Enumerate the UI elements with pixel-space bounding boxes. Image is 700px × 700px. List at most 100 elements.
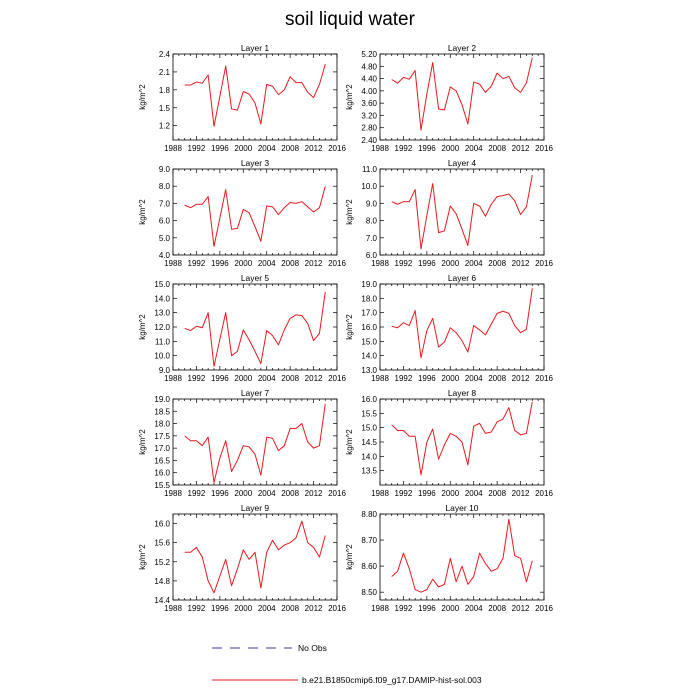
y-axis-label: kg/m^2 bbox=[138, 429, 147, 455]
x-tick-label: 2012 bbox=[305, 259, 323, 268]
y-tick-label: 19.0 bbox=[361, 280, 377, 289]
y-axis-label: kg/m^2 bbox=[138, 314, 147, 340]
y-tick-label: 9.0 bbox=[159, 366, 171, 375]
panel-layer-1: Layer 1 1988 1992 1996 2000 2004 2008 2012 2016 1… bbox=[138, 43, 346, 153]
x-tick-label: 2008 bbox=[488, 374, 506, 383]
panel-title: Layer 6 bbox=[448, 273, 477, 283]
x-tick-label: 1996 bbox=[211, 489, 229, 498]
y-tick-label: 15.5 bbox=[361, 409, 377, 418]
y-tick-label: 1.8 bbox=[159, 86, 171, 95]
x-tick-label: 2016 bbox=[535, 604, 553, 613]
x-tick-label: 1992 bbox=[395, 144, 413, 153]
y-tick-label: 3.60 bbox=[361, 99, 377, 108]
y-axis-label: kg/m^2 bbox=[345, 314, 354, 340]
series-line bbox=[184, 403, 326, 484]
x-tick-label: 1992 bbox=[188, 489, 206, 498]
y-axis-label: kg/m^2 bbox=[138, 199, 147, 225]
x-tick-label: 2004 bbox=[465, 144, 483, 153]
x-tick-label: 1988 bbox=[371, 144, 389, 153]
y-axis-label: kg/m^2 bbox=[345, 544, 354, 570]
y-tick-label: 8.0 bbox=[366, 217, 378, 226]
y-tick-label: 16.0 bbox=[154, 520, 170, 529]
x-tick-label: 2004 bbox=[465, 259, 483, 268]
x-tick-label: 2000 bbox=[441, 489, 459, 498]
x-tick-label: 1992 bbox=[395, 604, 413, 613]
x-tick-label: 2000 bbox=[234, 259, 252, 268]
x-tick-label: 1988 bbox=[164, 144, 182, 153]
x-tick-label: 1996 bbox=[211, 604, 229, 613]
y-tick-label: 2.40 bbox=[361, 136, 377, 145]
y-tick-label: 10.0 bbox=[361, 182, 377, 191]
series-line bbox=[184, 291, 326, 367]
x-tick-label: 2016 bbox=[328, 144, 346, 153]
y-tick-label: 15.6 bbox=[154, 539, 170, 548]
x-tick-label: 2008 bbox=[488, 144, 506, 153]
series-line bbox=[391, 288, 533, 359]
x-tick-label: 2012 bbox=[512, 144, 530, 153]
x-tick-label: 2008 bbox=[281, 144, 299, 153]
x-tick-label: 2016 bbox=[535, 144, 553, 153]
y-tick-label: 18.5 bbox=[154, 407, 170, 416]
y-tick-label: 9.0 bbox=[159, 165, 171, 174]
x-tick-label: 2008 bbox=[488, 489, 506, 498]
x-tick-label: 1992 bbox=[395, 374, 413, 383]
y-tick-label: 17.5 bbox=[154, 432, 170, 441]
x-tick-label: 2016 bbox=[328, 604, 346, 613]
x-tick-label: 1988 bbox=[371, 374, 389, 383]
panel-title: Layer 10 bbox=[445, 503, 478, 513]
y-tick-label: 6.0 bbox=[159, 217, 171, 226]
panel-layer-7: Layer 7 1988 1992 1996 2000 2004 2008 2012 2016 1… bbox=[138, 388, 346, 498]
panel-layer-3: Layer 3 1988 1992 1996 2000 2004 2008 2012 2016 4… bbox=[138, 158, 346, 268]
y-tick-label: 2.1 bbox=[159, 68, 171, 77]
x-tick-label: 1996 bbox=[418, 144, 436, 153]
x-tick-label: 2016 bbox=[535, 374, 553, 383]
x-tick-label: 1992 bbox=[188, 374, 206, 383]
y-axis-label: kg/m^2 bbox=[138, 544, 147, 570]
panel-layer-8: Layer 8 1988 1992 1996 2000 2004 2008 2012 2016 1… bbox=[345, 388, 553, 498]
y-tick-label: 18.0 bbox=[361, 294, 377, 303]
x-tick-label: 2000 bbox=[441, 374, 459, 383]
y-tick-label: 5.20 bbox=[361, 50, 377, 59]
x-tick-label: 2016 bbox=[328, 489, 346, 498]
x-tick-label: 2000 bbox=[234, 144, 252, 153]
y-axis-label: kg/m^2 bbox=[345, 429, 354, 455]
x-tick-label: 2012 bbox=[512, 489, 530, 498]
y-tick-label: 8.60 bbox=[361, 562, 377, 571]
y-tick-label: 5.0 bbox=[159, 234, 171, 243]
x-tick-label: 2000 bbox=[234, 489, 252, 498]
y-tick-label: 19.0 bbox=[154, 395, 170, 404]
y-tick-label: 1.5 bbox=[159, 104, 171, 113]
x-tick-label: 1988 bbox=[371, 604, 389, 613]
x-tick-label: 2012 bbox=[305, 374, 323, 383]
x-tick-label: 2008 bbox=[281, 489, 299, 498]
x-tick-label: 2008 bbox=[488, 259, 506, 268]
y-tick-label: 7.0 bbox=[159, 199, 171, 208]
series-line bbox=[391, 518, 533, 593]
x-tick-label: 2004 bbox=[465, 604, 483, 613]
y-tick-label: 13.5 bbox=[361, 467, 377, 476]
y-tick-label: 14.0 bbox=[361, 352, 377, 361]
x-tick-label: 2000 bbox=[441, 604, 459, 613]
x-tick-label: 2004 bbox=[258, 259, 276, 268]
x-tick-label: 1992 bbox=[188, 604, 206, 613]
plot-frame bbox=[379, 283, 545, 371]
x-tick-label: 2008 bbox=[281, 604, 299, 613]
panel-layer-10: Layer 10 1988 1992 1996 2000 2004 2008 2012 2016… bbox=[345, 503, 553, 613]
x-tick-label: 2012 bbox=[305, 604, 323, 613]
x-tick-label: 1988 bbox=[371, 259, 389, 268]
x-tick-label: 1996 bbox=[418, 489, 436, 498]
series-line bbox=[184, 64, 326, 127]
x-tick-label: 1996 bbox=[211, 144, 229, 153]
x-tick-label: 2000 bbox=[441, 259, 459, 268]
x-tick-label: 1996 bbox=[418, 604, 436, 613]
page-title: soil liquid water bbox=[285, 9, 415, 30]
x-tick-label: 2012 bbox=[305, 489, 323, 498]
y-tick-label: 15.2 bbox=[154, 558, 170, 567]
panel-title: Layer 7 bbox=[241, 388, 270, 398]
x-tick-label: 1988 bbox=[371, 489, 389, 498]
y-tick-label: 15.0 bbox=[361, 424, 377, 433]
panel-title: Layer 4 bbox=[448, 158, 477, 168]
x-tick-label: 1988 bbox=[164, 604, 182, 613]
x-tick-label: 2004 bbox=[258, 374, 276, 383]
panel-title: Layer 5 bbox=[241, 273, 270, 283]
